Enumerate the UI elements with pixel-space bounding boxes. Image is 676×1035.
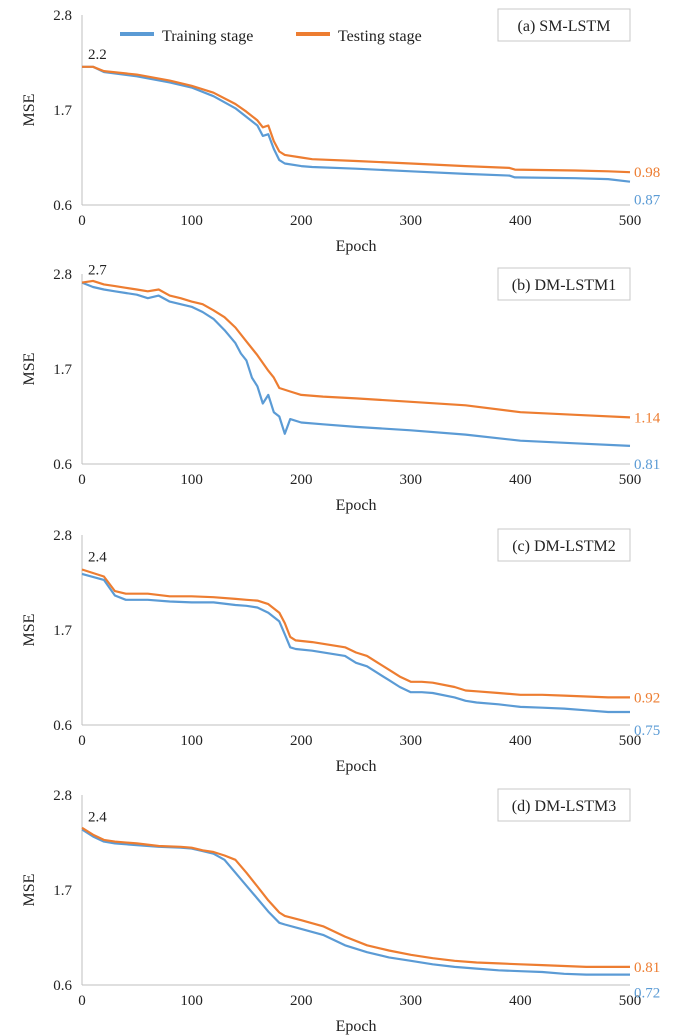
panel-title: (c) DM-LSTM2	[512, 538, 616, 555]
start-value-label: 2.4	[88, 550, 107, 566]
panel-title: (a) SM-LSTM	[518, 18, 611, 35]
series-line-training	[81, 281, 631, 447]
y-tick-label: 1.7	[53, 623, 72, 639]
y-axis-title: MSE	[21, 874, 38, 907]
y-tick-label: 2.8	[53, 8, 72, 24]
x-tick-label: 400	[509, 993, 532, 1009]
panel-title-box	[497, 788, 631, 822]
x-tick-label: 200	[290, 993, 313, 1009]
x-axis-title: Epoch	[336, 758, 377, 775]
x-tick-label: 300	[400, 213, 423, 229]
series-line-testing	[81, 279, 631, 419]
chart-panel-1: 0.6 1.7 2.8 0 100 200 300 400 500 Epoch MSE (a) SM-…	[21, 8, 661, 255]
chart-panel-3: 0.6 1.7 2.8 0 100 200 300 400 500 Epoch MSE (c) DM-…	[21, 528, 660, 775]
end-value-label-testing: 0.92	[634, 690, 660, 706]
x-axis-title: Epoch	[336, 238, 377, 255]
y-tick-label: 1.7	[53, 103, 72, 119]
y-tick-label: 2.8	[53, 267, 72, 283]
end-value-label-training: 0.87	[634, 193, 661, 209]
series-line-training	[81, 572, 630, 714]
y-tick-label: 2.8	[53, 788, 72, 804]
x-tick-label: 200	[290, 733, 313, 749]
x-tick-label: 100	[180, 472, 203, 488]
y-tick-label: 2.8	[53, 528, 72, 544]
legend-label-testing: Testing stage	[338, 28, 422, 45]
panel-title: (b) DM-LSTM1	[512, 277, 616, 294]
x-tick-label: 0	[78, 213, 86, 229]
end-value-label-training: 0.72	[634, 986, 660, 1002]
series-line-training	[82, 65, 631, 183]
y-tick-label: 0.6	[53, 718, 72, 734]
panel-title-box	[497, 267, 631, 301]
x-tick-label: 200	[290, 472, 313, 488]
x-tick-label: 400	[509, 472, 532, 488]
legend: Training stage Testing stage	[120, 28, 422, 45]
x-tick-label: 0	[78, 472, 86, 488]
y-axis-title: MSE	[21, 94, 38, 127]
x-tick-label: 400	[509, 213, 532, 229]
x-axis-title: Epoch	[336, 1018, 377, 1035]
panel-title: (d) DM-LSTM3	[512, 798, 616, 815]
series-line-training	[81, 828, 630, 976]
y-axis-title: MSE	[21, 614, 38, 647]
y-tick-label: 1.7	[53, 883, 72, 899]
x-tick-label: 500	[619, 733, 642, 749]
end-value-label-testing: 1.14	[634, 410, 661, 426]
y-tick-label: 1.7	[53, 362, 72, 378]
start-value-label: 2.4	[88, 810, 107, 826]
x-tick-label: 300	[400, 993, 423, 1009]
x-axis-title: Epoch	[336, 497, 377, 514]
series-line-testing	[82, 65, 631, 174]
y-tick-label: 0.6	[53, 978, 72, 994]
x-tick-label: 100	[180, 213, 203, 229]
panel-title-box	[497, 8, 631, 42]
x-tick-label: 200	[290, 213, 313, 229]
start-value-label: 2.2	[88, 47, 107, 63]
x-tick-label: 500	[619, 213, 642, 229]
start-value-label: 2.7	[88, 263, 107, 279]
x-tick-label: 400	[509, 733, 532, 749]
panel-title-box	[497, 528, 631, 562]
y-tick-label: 0.6	[53, 198, 72, 214]
end-value-label-testing: 0.81	[634, 960, 660, 976]
x-tick-label: 100	[180, 733, 203, 749]
end-value-label-training: 0.81	[634, 457, 660, 473]
x-tick-label: 0	[78, 993, 86, 1009]
x-tick-label: 500	[619, 472, 642, 488]
x-tick-label: 0	[78, 733, 86, 749]
y-tick-label: 0.6	[53, 457, 72, 473]
x-tick-label: 100	[180, 993, 203, 1009]
chart-panel-4: 0.6 1.7 2.8 0 100 200 300 400 500 Epoch MSE (d) DM-…	[21, 788, 660, 1035]
end-value-label-training: 0.75	[634, 723, 660, 739]
x-tick-label: 300	[400, 733, 423, 749]
legend-label-training: Training stage	[162, 28, 253, 45]
series-line-testing	[81, 826, 630, 969]
chart-panel-2: 0.6 1.7 2.8 0 100 200 300 400 500 Epoch MSE (b) DM-…	[21, 263, 661, 514]
end-value-label-testing: 0.98	[634, 165, 660, 181]
x-tick-label: 500	[619, 993, 642, 1009]
x-tick-label: 300	[400, 472, 423, 488]
series-line-testing	[81, 568, 630, 699]
y-axis-title: MSE	[21, 353, 38, 386]
